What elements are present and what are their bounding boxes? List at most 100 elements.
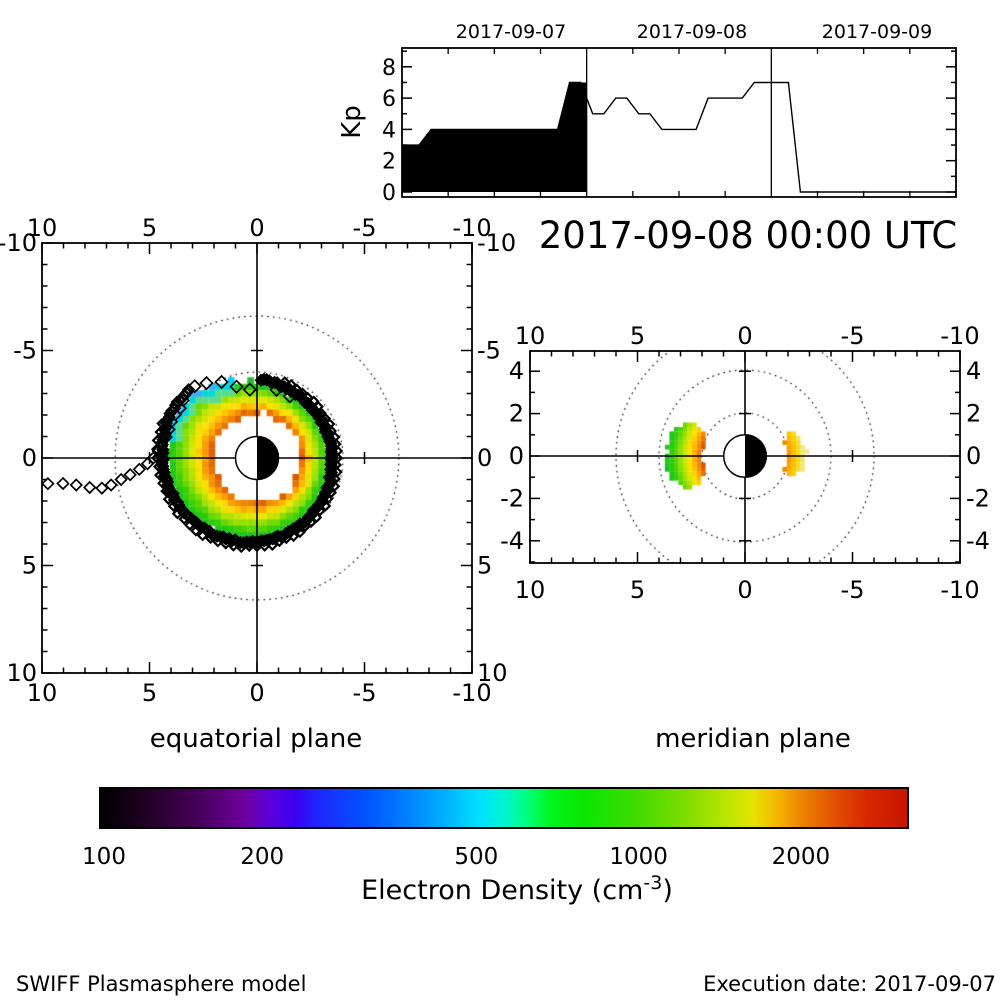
orbit-diamond: [319, 412, 332, 425]
orbit-diamond: [273, 535, 286, 548]
eq-bottom-tick-label: -10: [452, 679, 491, 707]
kp-ytick-label: 2: [382, 150, 396, 175]
colorbar-tick-label: 500: [454, 844, 498, 870]
orbit-diamond: [154, 469, 166, 481]
orbit-diamond: [196, 529, 209, 542]
model-name-label: SWIFF Plasmasphere model: [16, 972, 307, 996]
eq-left-tick-label: -5: [13, 337, 37, 365]
orbit-diamond: [299, 520, 311, 533]
mer-left-tick-label: -4: [500, 527, 524, 555]
eq-left-tick-label: 10: [6, 659, 37, 687]
orbit-diamond: [190, 525, 202, 537]
orbit-diamond: [187, 379, 202, 394]
eq-right-tick-label: 5: [477, 552, 492, 580]
colorbar-title-exponent: -3: [643, 872, 663, 894]
mer-bottom-tick-label: 10: [515, 576, 546, 604]
orbit-diamond: [184, 519, 196, 531]
eq-top-tick-label: 5: [142, 214, 157, 242]
colorbar-gradient: [99, 787, 909, 829]
eq-top-tick-label: 0: [249, 214, 264, 242]
eq-bottom-tick-label: 10: [27, 679, 58, 707]
orbit-diamond: [160, 485, 172, 497]
mer-left-tick-label: 2: [509, 400, 524, 428]
kp-axis-label: Kp: [337, 105, 367, 139]
earth-night-half: [745, 434, 767, 478]
orbit-diamond: [214, 374, 229, 390]
mer-right-tick-label: 0: [966, 442, 981, 470]
orbit-diamond: [114, 472, 128, 487]
colorbar-title: Electron Density (cm-3): [217, 872, 817, 906]
orbit-diamond: [156, 417, 168, 430]
orbit-diamond: [294, 526, 306, 539]
colorbar-tick-label: 1000: [609, 844, 668, 870]
colorbar-title-suffix: ): [662, 875, 673, 906]
orbit-diamond: [69, 478, 83, 492]
eq-right-tick-label: -5: [477, 337, 501, 365]
orbit-diamond: [204, 532, 217, 545]
mer-top-tick-label: -5: [841, 322, 865, 350]
orbit-diamond: [291, 383, 303, 395]
eq-right-tick-label: 10: [477, 659, 508, 687]
mer-top-tick-label: -10: [940, 322, 979, 350]
orbit-diamond: [314, 504, 326, 517]
mer-right-tick-label: 2: [966, 400, 981, 428]
orbit-diamond: [104, 478, 118, 492]
kp-ytick-label: 6: [382, 87, 396, 112]
orbit-diamond: [282, 389, 298, 404]
earth-night-half: [257, 436, 279, 480]
mer-left-tick-label: -2: [500, 484, 524, 512]
orbit-diamond: [41, 476, 55, 491]
orbit-diamond: [171, 507, 184, 520]
eq-left-tick-label: 5: [22, 552, 37, 580]
kp-date-label: 2017-09-08: [637, 21, 747, 43]
orbit-diamond: [278, 376, 291, 388]
orbit-diamond: [229, 379, 244, 394]
orbit-diamond: [243, 540, 256, 553]
eq-top-tick-label: -10: [452, 214, 491, 242]
orbit-diamond: [269, 382, 284, 398]
orbit-diamond: [152, 460, 165, 473]
orbit-diamond: [178, 513, 190, 525]
orbit-diamond: [83, 480, 97, 495]
orbit-diamond: [95, 481, 109, 495]
orbit-diamond: [301, 391, 314, 404]
eq-top-tick-label: -5: [353, 214, 377, 242]
mer-right-tick-label: -2: [966, 484, 990, 512]
colorbar-tick-label: 100: [82, 844, 126, 870]
orbit-diamond: [251, 540, 263, 553]
orbit-diamond: [258, 540, 271, 552]
orbit-diamond: [154, 426, 166, 438]
eq-bottom-tick-label: 0: [249, 679, 264, 707]
orbit-diamond: [151, 452, 163, 464]
kp-line: [402, 81, 956, 193]
equatorial-plane-caption: equatorial plane: [149, 724, 363, 754]
orbit-diamond: [285, 378, 297, 391]
orbit-diamond: [132, 462, 146, 477]
eq-bottom-tick-label: -5: [353, 679, 377, 707]
kp-ytick-label: 8: [382, 56, 396, 81]
meridian-plane-caption: meridian plane: [655, 724, 851, 754]
orbit-diamond: [266, 539, 279, 552]
mer-top-tick-label: 0: [737, 322, 752, 350]
orbit-diamond: [123, 467, 137, 482]
orbit-diamond: [140, 457, 155, 471]
execution-date-label: Execution date: 2017-09-07: [703, 972, 996, 996]
kp-ytick-label: 0: [382, 181, 396, 206]
mer-right-tick-label: 4: [966, 357, 981, 385]
orbit-diamond: [167, 500, 180, 512]
mer-bottom-tick-label: 0: [737, 576, 752, 604]
eq-right-tick-label: 0: [477, 444, 492, 472]
colorbar-tick-label: 2000: [772, 844, 831, 870]
orbit-diamond: [305, 516, 317, 529]
eq-top-tick-label: 10: [27, 214, 58, 242]
orbit-diamond: [242, 382, 258, 397]
mer-top-tick-label: 10: [515, 322, 546, 350]
mer-top-tick-label: 5: [630, 322, 645, 350]
orbit-diamond: [319, 500, 332, 512]
orbit-diamond: [56, 476, 70, 491]
mer-bottom-tick-label: -5: [841, 576, 865, 604]
eq-right-tick-label: -10: [477, 229, 516, 257]
kp-date-label: 2017-09-07: [456, 21, 566, 43]
